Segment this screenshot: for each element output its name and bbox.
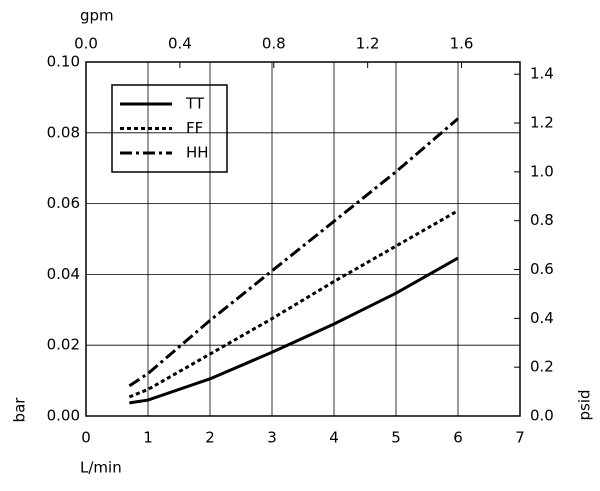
x-tick-label: 7 xyxy=(515,429,525,447)
y2-tick-label: 0.4 xyxy=(530,309,554,327)
x-tick-label: 1 xyxy=(143,429,153,447)
x2-tick-label: 0.8 xyxy=(262,35,286,53)
x2-tick-label: 1.6 xyxy=(450,35,474,53)
x2-tick-label: 0.0 xyxy=(74,35,98,53)
y-tick-label: 0.10 xyxy=(47,53,80,71)
legend-label: FF xyxy=(186,119,203,137)
x2-tick-label: 1.2 xyxy=(356,35,380,53)
y2-tick-label: 1.2 xyxy=(530,114,554,132)
x-tick-label: 2 xyxy=(205,429,215,447)
y2-tick-label: 1.0 xyxy=(530,162,554,180)
x2-axis-label: gpm xyxy=(80,7,114,25)
series-line xyxy=(128,209,459,399)
legend-box xyxy=(111,84,228,173)
y2-tick-label: 0.0 xyxy=(530,407,554,425)
y2-tick-label: 0.6 xyxy=(530,260,554,278)
y-tick-label: 0.02 xyxy=(47,336,80,354)
legend-label: TT xyxy=(185,95,205,113)
y-tick-label: 0.06 xyxy=(47,194,80,212)
y2-tick-label: 1.4 xyxy=(530,65,554,83)
x-axis-label: L/min xyxy=(80,459,122,477)
y-tick-label: 0.04 xyxy=(47,265,80,283)
x-tick-label: 3 xyxy=(267,429,277,447)
y2-tick-label: 0.8 xyxy=(530,211,554,229)
series-line xyxy=(129,256,459,405)
x-tick-label: 0 xyxy=(81,429,91,447)
y-axis-label: bar xyxy=(11,397,29,423)
y2-axis-label: psid xyxy=(576,389,594,420)
x-tick-label: 6 xyxy=(453,429,463,447)
x2-tick-label: 0.4 xyxy=(168,35,192,53)
y-tick-label: 0.00 xyxy=(47,407,80,425)
y-tick-label: 0.08 xyxy=(47,123,80,141)
y2-tick-label: 0.2 xyxy=(530,358,554,376)
legend-label: HH xyxy=(186,144,209,162)
x-tick-label: 5 xyxy=(391,429,401,447)
x-tick-label: 4 xyxy=(329,429,339,447)
